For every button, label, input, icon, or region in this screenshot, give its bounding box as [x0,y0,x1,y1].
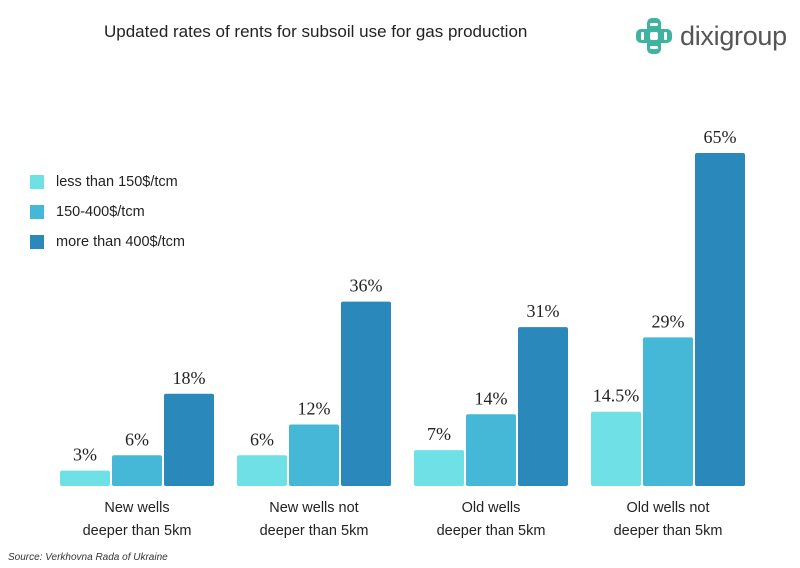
legend-label: more than 400$/tcm [56,234,185,250]
bar [237,455,287,486]
data-label: 31% [527,301,560,321]
legend-label: 150-400$/tcm [56,204,145,220]
bar [466,414,516,486]
legend-item: less than 150$/tcm [30,172,185,192]
bar [643,337,693,486]
bar [695,153,745,486]
bar [591,411,641,486]
legend-item: more than 400$/tcm [30,232,185,252]
bar [341,301,391,486]
category-label: New wells [104,500,169,516]
legend-swatch [30,175,44,189]
legend-item: 150-400$/tcm [30,202,185,222]
bar [60,470,110,486]
bar [518,327,568,486]
data-label: 14.5% [593,386,640,406]
data-label: 36% [350,276,383,296]
data-label: 29% [652,311,685,331]
bar [112,455,162,486]
data-label: 14% [475,388,508,408]
category-label: Old wells [462,500,521,516]
category-label: deeper than 5km [437,523,546,539]
legend-swatch [30,205,44,219]
dixigroup-logo-icon [636,18,672,54]
category-label: deeper than 5km [260,523,369,539]
bar [164,393,214,486]
dixigroup-logo: dixigroup [634,16,787,56]
logo-wordmark: dixigroup [680,20,787,51]
legend: less than 150$/tcm 150-400$/tcm more tha… [30,172,185,262]
category-label: deeper than 5km [83,523,192,539]
data-label: 18% [173,368,206,388]
data-label: 7% [427,424,451,444]
bar [289,424,339,486]
bar [414,450,464,486]
legend-label: less than 150$/tcm [56,174,178,190]
source-note: Source: Verkhovna Rada of Ukraine [8,552,168,563]
chart-title: Updated rates of rents for subsoil use f… [104,22,528,41]
data-label: 3% [73,445,97,465]
category-label: New wells not [269,500,358,516]
category-label: Old wells not [626,500,709,516]
category-label: deeper than 5km [614,523,723,539]
legend-swatch [30,235,44,249]
data-label: 12% [298,399,331,419]
data-label: 65% [704,127,737,147]
data-label: 6% [250,429,274,449]
data-label: 6% [125,429,149,449]
